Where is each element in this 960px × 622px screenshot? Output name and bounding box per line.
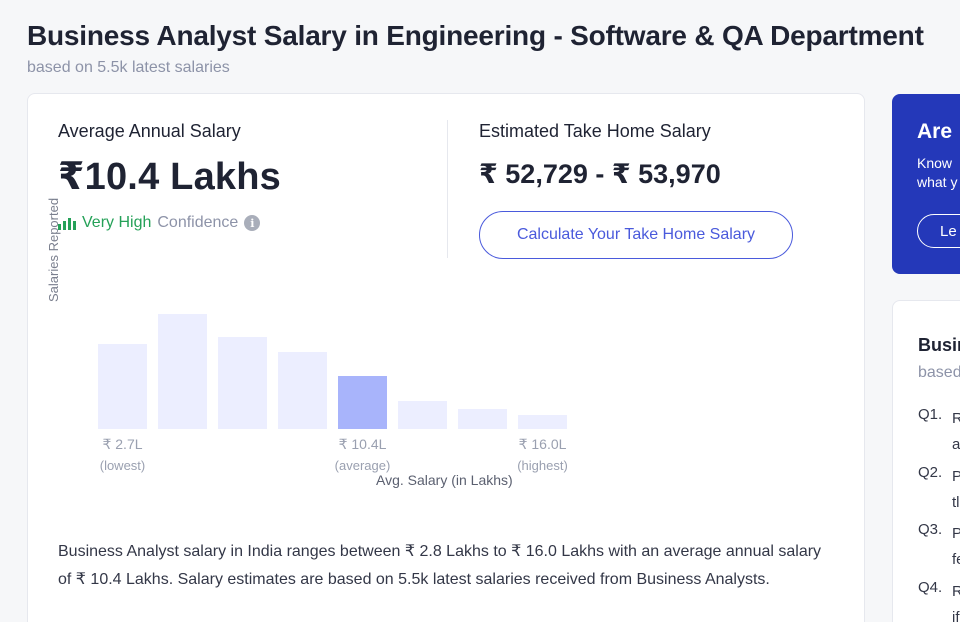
faq-question-text: Ptl [952, 468, 960, 511]
chart-tick-label: ₹ 16.0L [518, 436, 567, 452]
chart-bar[interactable] [98, 344, 147, 429]
chart-x-axis-label: Avg. Salary (in Lakhs) [376, 472, 513, 488]
faq-question-number: Q4. [918, 579, 943, 596]
faq-title: Busin [918, 335, 960, 355]
chart-bar[interactable] [518, 415, 567, 429]
chart-tick-sublabel: (average) [334, 458, 391, 473]
confidence-indicator: Very High Confidence i [58, 214, 261, 232]
faq-item[interactable]: Q4. Rif [918, 579, 960, 622]
chart-bar[interactable] [158, 314, 207, 429]
faq-item[interactable]: Q3. Pfe [918, 521, 960, 568]
page-subtitle: based on 5.5k latest salaries [27, 59, 230, 76]
chart-y-axis-label: Salaries Reported [46, 197, 61, 302]
chart-bar[interactable] [338, 376, 387, 429]
faq-question-number: Q1. [918, 406, 943, 423]
signal-bars-icon [58, 217, 76, 230]
chart-bar[interactable] [278, 352, 327, 429]
faq-subtitle: based [918, 364, 960, 381]
average-salary-value: ₹10.4 Lakhs [58, 156, 281, 198]
take-home-label: Estimated Take Home Salary [479, 121, 711, 141]
promo-text: Know what y [917, 154, 957, 192]
salary-distribution-chart [98, 314, 567, 429]
confidence-text: Confidence [157, 214, 239, 231]
average-salary-label: Average Annual Salary [58, 121, 241, 141]
chart-bar[interactable] [218, 337, 267, 429]
salary-description: Business Analyst salary in India ranges … [58, 543, 822, 588]
promo-title: Are [917, 120, 953, 143]
calculate-take-home-button[interactable]: Calculate Your Take Home Salary [479, 211, 793, 259]
promo-card: Are Know what y Le [892, 94, 960, 274]
page-title: Business Analyst Salary in Engineering -… [27, 20, 924, 51]
faq-card: Busin based Q1. Ra Q2. Ptl Q3. Pfe Q4. R… [892, 300, 960, 622]
chart-bar[interactable] [398, 401, 447, 429]
faq-question-text: Rif [952, 583, 960, 622]
divider [447, 120, 448, 258]
faq-question-text: Ra [952, 410, 960, 453]
faq-question-text: Pfe [952, 525, 960, 568]
promo-text-line: Know [917, 155, 953, 171]
info-icon[interactable]: i [244, 215, 261, 231]
promo-button[interactable]: Le [917, 214, 960, 248]
chart-tick-sublabel: (lowest) [99, 458, 146, 473]
faq-question-number: Q3. [918, 521, 943, 538]
confidence-level: Very High [82, 214, 152, 231]
chart-bar[interactable] [458, 409, 507, 429]
chart-tick-sublabel: (highest) [517, 458, 568, 473]
chart-tick-label: ₹ 10.4L [338, 436, 387, 452]
chart-tick-label: ₹ 2.7L [102, 436, 143, 452]
faq-item[interactable]: Q1. Ra [918, 406, 960, 453]
faq-question-number: Q2. [918, 464, 943, 481]
faq-item[interactable]: Q2. Ptl [918, 464, 960, 511]
take-home-value: ₹ 52,729 - ₹ 53,970 [479, 159, 721, 189]
salary-card: Average Annual Salary ₹10.4 Lakhs Very H… [27, 93, 865, 622]
promo-text-line: what y [917, 174, 958, 190]
